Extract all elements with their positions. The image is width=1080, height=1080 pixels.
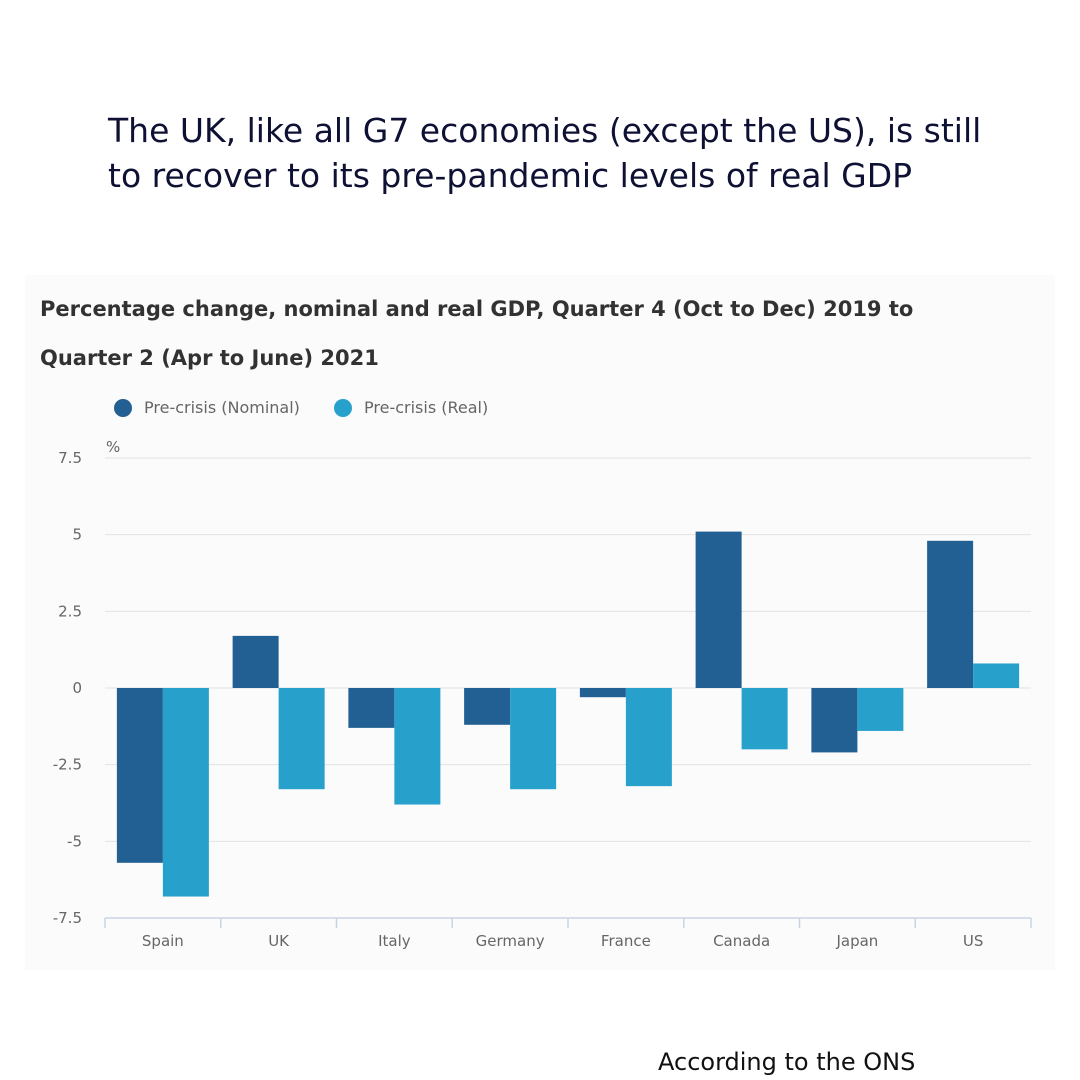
bar-japan-nominal: [811, 688, 858, 753]
bar-us-real: [973, 663, 1020, 688]
legend-dot-nominal-icon: [114, 398, 132, 417]
bar-us-nominal: [927, 540, 974, 688]
bar-spain-real: [162, 688, 209, 897]
chart-title: Percentage change, nominal and real GDP,…: [40, 297, 914, 370]
headline: The UK, like all G7 economies (except th…: [108, 111, 982, 195]
x-tick-label: Spain: [142, 932, 184, 950]
bar-japan-real: [857, 688, 904, 731]
bar-germany-real: [510, 688, 557, 790]
bar-france-real: [625, 688, 672, 787]
y-tick-label: 7.5: [58, 449, 82, 467]
legend-item-nominal[interactable]: Pre-crisis (Nominal): [114, 398, 300, 417]
bar-uk-real: [278, 688, 325, 790]
source-note: According to the ONS: [658, 1048, 916, 1076]
x-tick-label: Germany: [476, 932, 545, 950]
bar-spain-nominal: [116, 688, 163, 863]
bar-italy-real: [394, 688, 441, 805]
y-tick-label: 5: [72, 526, 82, 544]
bar-france-nominal: [579, 688, 626, 698]
y-tick-label: 2.5: [58, 602, 82, 620]
y-axis-unit: %: [106, 438, 120, 456]
y-tick-label: -2.5: [53, 756, 82, 774]
bar-germany-nominal: [464, 688, 511, 725]
x-tick-label: UK: [268, 932, 290, 950]
bar-uk-nominal: [232, 635, 279, 688]
legend-item-real[interactable]: Pre-crisis (Real): [334, 398, 488, 417]
x-tick-label: Italy: [378, 932, 411, 950]
legend-label-real: Pre-crisis (Real): [364, 398, 489, 417]
x-tick-label: US: [963, 932, 984, 950]
bar-canada-real: [741, 688, 788, 750]
bar-canada-nominal: [695, 531, 742, 688]
x-tick-label: Canada: [713, 932, 770, 950]
x-tick-label: France: [601, 932, 651, 950]
y-tick-label: -7.5: [53, 909, 82, 927]
legend-dot-real-icon: [334, 398, 352, 417]
x-tick-label: Japan: [835, 932, 878, 950]
legend-label-nominal: Pre-crisis (Nominal): [144, 398, 300, 417]
y-tick-label: 0: [72, 679, 82, 697]
bar-italy-nominal: [348, 688, 395, 728]
y-tick-label: -5: [67, 832, 82, 850]
